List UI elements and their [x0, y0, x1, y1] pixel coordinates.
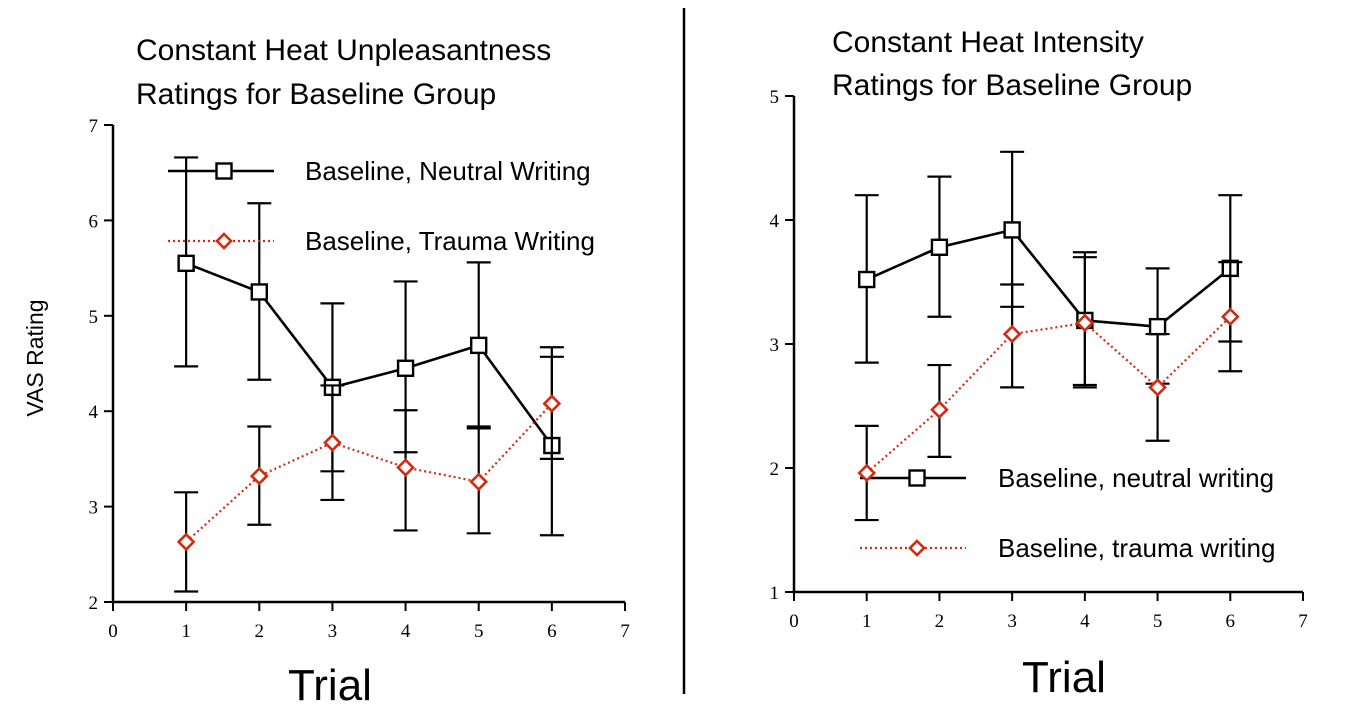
x-axis-label: Trial [288, 661, 372, 706]
chart-panel-intensity: Constant Heat Intensity Ratings for Basel… [770, 26, 1308, 702]
x-tick-label: 6 [547, 621, 557, 642]
data-point-trauma [1002, 324, 1022, 344]
y-tick-label: 2 [770, 459, 780, 480]
data-point-trauma [249, 466, 269, 486]
series-line-trauma [865, 315, 1232, 474]
data-point-trauma [323, 433, 342, 453]
data-point-neutral [930, 238, 949, 256]
data-point-trauma [1075, 313, 1095, 333]
legend-marker-trauma [215, 232, 233, 250]
data-point-neutral [1003, 221, 1021, 239]
series-line-neutral [866, 228, 1232, 328]
data-point-trauma [930, 400, 949, 420]
y-tick-label: 1 [770, 583, 780, 604]
x-tick-label: 4 [1080, 611, 1090, 632]
x-tick-label: 6 [1226, 611, 1236, 632]
y-tick-label: 5 [89, 307, 99, 328]
chart-title-line: Constant Heat Unpleasantness [136, 34, 551, 67]
x-tick-label: 7 [620, 621, 630, 642]
legend-label-trauma: Baseline, Trauma Writing [305, 226, 595, 256]
series-line-neutral [185, 262, 553, 447]
y-tick-label: 7 [89, 116, 99, 137]
data-point-trauma [542, 394, 562, 413]
data-point-neutral [1148, 317, 1167, 336]
x-tick-label: 4 [401, 621, 411, 642]
chart-title-line: Constant Heat Intensity [832, 26, 1144, 59]
legend-marker-neutral [908, 469, 926, 487]
x-tick-label: 5 [474, 621, 484, 642]
legend-marker-trauma [908, 539, 926, 557]
chart-title-line: Ratings for Baseline Group [832, 69, 1192, 102]
series-line-trauma [185, 402, 553, 543]
data-point-neutral [470, 336, 488, 355]
x-tick-label: 7 [1298, 611, 1308, 632]
x-tick-label: 2 [255, 621, 265, 642]
x-axis-label: Trial [1022, 653, 1106, 702]
y-tick-label: 3 [89, 498, 99, 519]
data-point-trauma [396, 458, 415, 477]
x-tick-label: 1 [181, 621, 191, 642]
x-tick-label: 0 [789, 611, 799, 632]
x-tick-label: 3 [1007, 611, 1017, 632]
data-point-neutral [396, 359, 415, 377]
x-tick-label: 1 [862, 611, 872, 632]
legend-label-neutral: Baseline, Neutral Writing [305, 156, 591, 186]
y-tick-label: 5 [770, 87, 780, 108]
y-tick-label: 3 [770, 335, 780, 356]
data-point-neutral [250, 283, 268, 301]
x-tick-label: 0 [108, 621, 118, 642]
chart-panel-unpleasantness: Constant Heat Unpleasantness Ratings for … [22, 34, 630, 706]
data-point-neutral [858, 270, 876, 289]
data-point-trauma [176, 532, 196, 552]
legend-label-neutral: Baseline, neutral writing [998, 463, 1274, 493]
data-point-trauma [857, 463, 877, 483]
x-tick-label: 2 [935, 611, 945, 632]
y-tick-label: 6 [89, 211, 99, 232]
legend-label-trauma: Baseline, trauma writing [998, 533, 1275, 563]
x-tick-label: 5 [1153, 611, 1163, 632]
data-point-neutral [177, 254, 195, 273]
y-axis-label: VAS Rating [22, 299, 48, 416]
data-point-trauma [1148, 378, 1167, 397]
y-tick-label: 4 [770, 211, 780, 232]
data-point-trauma [1220, 307, 1240, 327]
y-tick-label: 2 [89, 593, 99, 614]
chart-title-line: Ratings for Baseline Group [136, 78, 496, 111]
y-tick-label: 4 [89, 402, 99, 423]
legend-marker-neutral [215, 162, 233, 180]
data-point-trauma [469, 472, 489, 492]
x-tick-label: 3 [328, 621, 338, 642]
